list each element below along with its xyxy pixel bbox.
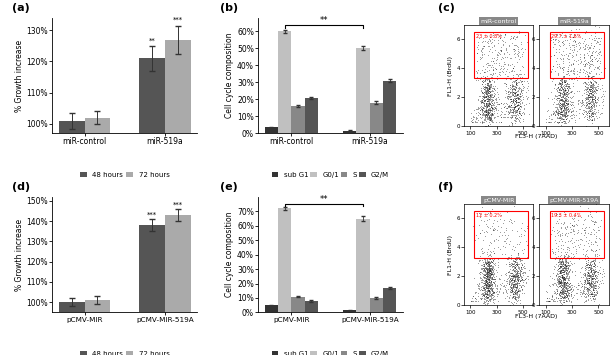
Bar: [292, 106, 304, 133]
Bar: [139, 58, 165, 355]
Bar: [383, 81, 397, 133]
Bar: [264, 127, 278, 133]
Bar: [165, 215, 191, 355]
Text: **: **: [149, 37, 156, 43]
Legend: 48 hours, 72 hours: 48 hours, 72 hours: [79, 350, 170, 355]
Text: FL3-H (7AAD): FL3-H (7AAD): [515, 313, 558, 318]
Bar: [383, 288, 397, 312]
Legend: sub G1, G0/1, S, G2/M: sub G1, G0/1, S, G2/M: [271, 171, 390, 178]
Text: **: **: [320, 16, 328, 25]
Text: ***: ***: [173, 201, 183, 207]
Text: ***: ***: [173, 17, 183, 23]
Bar: [59, 121, 85, 355]
Bar: [343, 131, 357, 133]
Bar: [139, 225, 165, 355]
Bar: [85, 118, 110, 355]
Bar: [85, 300, 110, 355]
Legend: sub G1, G0/1, S, G2/M: sub G1, G0/1, S, G2/M: [271, 350, 390, 355]
Bar: [304, 301, 318, 312]
Text: **: **: [320, 195, 328, 204]
Bar: [278, 31, 292, 133]
Bar: [357, 48, 370, 133]
Bar: [343, 310, 357, 312]
Text: (b): (b): [220, 3, 239, 13]
Text: (f): (f): [438, 182, 453, 192]
Y-axis label: Cell cycle composition: Cell cycle composition: [225, 212, 234, 297]
Y-axis label: Cell cycle composition: Cell cycle composition: [225, 33, 234, 118]
Bar: [370, 298, 383, 312]
Bar: [278, 208, 292, 312]
Bar: [59, 302, 85, 355]
Bar: [370, 103, 383, 133]
Y-axis label: % Growth increase: % Growth increase: [15, 39, 24, 111]
Text: (d): (d): [12, 182, 30, 192]
Text: (c): (c): [438, 3, 454, 13]
Legend: 48 hours, 72 hours: 48 hours, 72 hours: [79, 171, 170, 178]
Text: (e): (e): [220, 182, 238, 192]
Bar: [304, 98, 318, 133]
Bar: [292, 296, 304, 312]
Y-axis label: % Growth increase: % Growth increase: [15, 219, 24, 291]
Text: (a): (a): [12, 3, 30, 13]
Bar: [165, 40, 191, 355]
Bar: [264, 305, 278, 312]
Text: FL3-H (7AAD): FL3-H (7AAD): [515, 135, 558, 140]
Bar: [357, 219, 370, 312]
Text: ***: ***: [147, 212, 157, 218]
